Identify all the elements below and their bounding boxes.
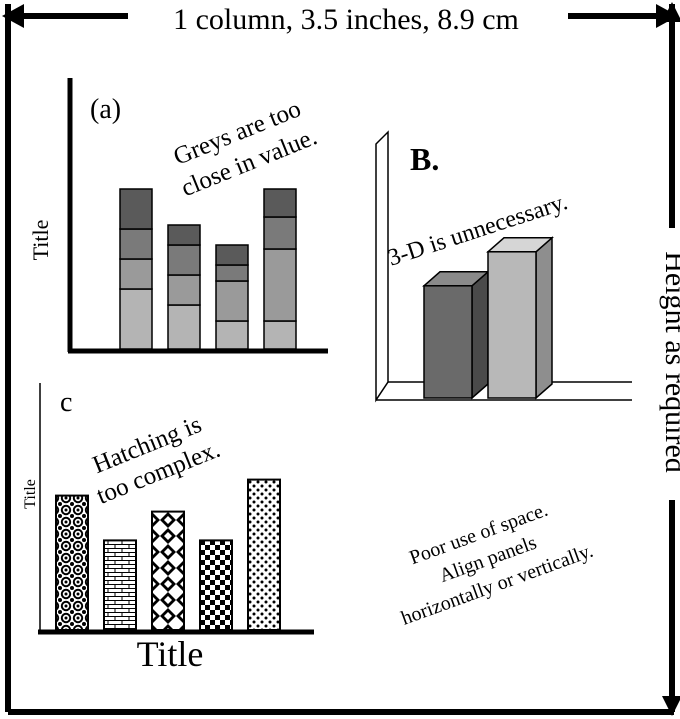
- panel-b-bar-2-front: [487, 251, 537, 399]
- panel-a-bar-4-segment-2: [263, 248, 297, 322]
- panel-b-bar-1-front: [423, 285, 473, 399]
- panel-b: B. 3-D is unnecessary.: [375, 130, 632, 403]
- panel-c-bar-2: [103, 539, 137, 632]
- panel-a-bar-1-segment-4: [119, 188, 153, 230]
- panel-a-bars: [119, 188, 297, 350]
- panel-a-bar-3-segment-2: [215, 280, 249, 322]
- panel-c-label: c: [60, 387, 72, 418]
- panel-a-bar-1-segment-1: [119, 288, 153, 350]
- panel-a-bar-1-segment-3: [119, 228, 153, 260]
- height-label: Height as required: [659, 251, 680, 473]
- panel-a-bar-4-segment-4: [263, 188, 297, 218]
- panel-a-bar-2-segment-1: [167, 304, 201, 350]
- panel-b-bar-2-side: [535, 236, 553, 400]
- page-frame: [5, 4, 675, 715]
- panel-a-bar-4-segment-1: [263, 320, 297, 350]
- panel-a-bar-3-segment-3: [215, 264, 249, 282]
- width-arrow-left-head: [2, 4, 24, 28]
- panel-a-bar-4-segment-3: [263, 216, 297, 250]
- panel-a-bar-2-segment-4: [167, 224, 201, 246]
- panel-c-bar-1: [55, 494, 89, 631]
- panel-a-bar-2-segment-2: [167, 274, 201, 306]
- panel-b-label: B.: [410, 141, 439, 177]
- panel-c-bars: [55, 478, 281, 632]
- panel-c-bar-5: [247, 478, 281, 631]
- panel-c-x-title: Title: [137, 634, 204, 674]
- panel-a-bar-3-segment-1: [215, 320, 249, 350]
- panel-b-bar-1-side: [471, 270, 489, 400]
- layout-advice: Poor use of space. Align panels horizont…: [398, 499, 596, 630]
- panel-a-bar-1-segment-2: [119, 258, 153, 290]
- panel-c: c Title Title Hatching is too complex.: [22, 383, 314, 674]
- panel-c-bar-4: [199, 539, 233, 632]
- height-arrow-bottom-head: [662, 696, 680, 716]
- panel-a-y-title: Title: [28, 220, 53, 261]
- panel-b-bars: [422, 236, 554, 400]
- panel-b-back-wall: [375, 130, 389, 403]
- panel-c-y-title: Title: [22, 479, 39, 509]
- height-arrow-top-head: [662, 2, 680, 22]
- panel-c-bar-3: [151, 510, 185, 632]
- width-dimension-arrow: 1 column, 3.5 inches, 8.9 cm: [2, 3, 678, 36]
- panel-a-label: (a): [90, 94, 121, 125]
- height-dimension-label: Height as required: [659, 2, 680, 716]
- panel-a: (a) Title Greys are too close in value.: [28, 78, 328, 354]
- panel-a-bar-3-segment-4: [215, 244, 249, 266]
- width-label: 1 column, 3.5 inches, 8.9 cm: [173, 3, 519, 36]
- panel-a-bar-2-segment-3: [167, 244, 201, 276]
